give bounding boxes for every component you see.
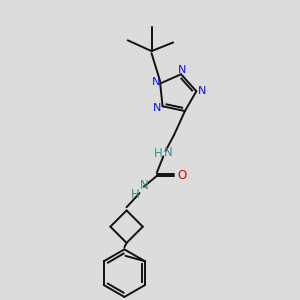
Text: N: N: [198, 86, 206, 96]
Text: N: N: [153, 103, 161, 113]
Text: N: N: [178, 65, 186, 75]
Text: H: H: [154, 147, 162, 160]
Text: N: N: [164, 146, 173, 159]
Text: N: N: [140, 179, 148, 192]
Text: N: N: [152, 77, 160, 87]
Text: O: O: [177, 169, 186, 182]
Text: H: H: [131, 188, 140, 201]
